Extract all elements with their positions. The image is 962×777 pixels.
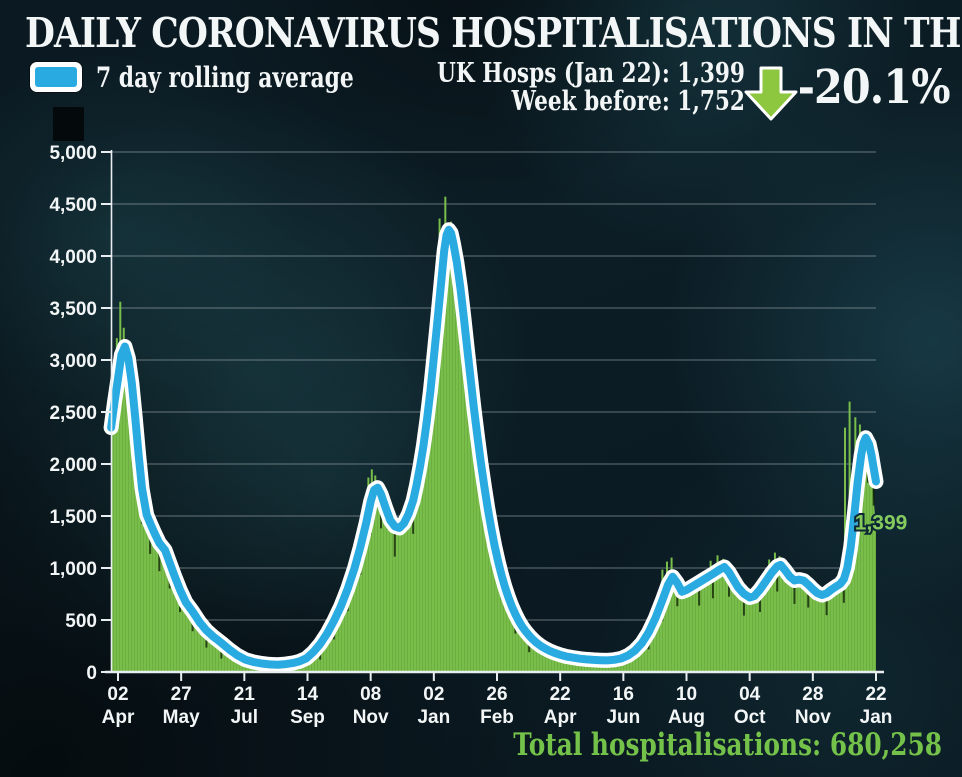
svg-text:26: 26 [486,684,507,705]
svg-text:Aug: Aug [668,707,705,728]
page-title: DAILY CORONAVIRUS HOSPITALISATIONS IN TH… [25,9,962,57]
svg-text:1,500: 1,500 [49,507,97,528]
svg-text:Apr: Apr [544,707,577,728]
svg-text:1,399: 1,399 [855,511,908,534]
svg-text:Jan: Jan [860,707,893,728]
svg-text:3,000: 3,000 [49,351,97,372]
latest-value-annotation: 1,399 [853,509,910,536]
svg-text:Jul: Jul [231,707,258,728]
svg-text:21: 21 [234,684,256,705]
svg-text:Jan: Jan [417,707,450,728]
stat-latest-value: UK Hosps (Jan 22): 1,399 [437,58,745,89]
svg-text:02: 02 [423,684,444,705]
svg-text:2,500: 2,500 [49,403,97,424]
svg-text:16: 16 [613,684,634,705]
svg-text:2,000: 2,000 [49,455,97,476]
svg-text:Nov: Nov [353,707,389,728]
rolling-average-line [103,222,884,673]
daily-admissions-area [111,229,877,672]
svg-text:28: 28 [802,684,823,705]
svg-text:08: 08 [360,684,381,705]
y-axis-labels: 0 500 1,000 1,500 2,000 2,500 3,000 3,500 4,000 4… [49,143,97,684]
svg-text:4,000: 4,000 [49,247,97,268]
legend-swatch-fill [35,67,77,87]
svg-text:0: 0 [86,663,97,684]
background-dark-patch [53,107,84,141]
svg-text:22: 22 [865,684,886,705]
svg-text:5,000: 5,000 [49,143,97,164]
stat-week-before: Week before: 1,752 [511,86,745,117]
down-arrow-icon [742,66,800,122]
svg-text:500: 500 [65,611,97,632]
svg-text:3,500: 3,500 [49,299,97,320]
svg-text:27: 27 [171,684,192,705]
svg-text:22: 22 [550,684,571,705]
svg-text:10: 10 [676,684,697,705]
svg-text:Jun: Jun [606,707,640,728]
svg-text:May: May [163,707,200,728]
axes [101,150,884,681]
latest-stats: UK Hosps (Jan 22): 1,399 Week before: 1,… [437,60,745,116]
svg-text:Sep: Sep [290,707,325,728]
svg-text:14: 14 [297,684,319,705]
svg-text:4,500: 4,500 [49,195,97,216]
svg-text:04: 04 [739,684,761,705]
percent-change: -20.1% [798,60,951,115]
svg-text:1,000: 1,000 [49,559,97,580]
svg-text:Oct: Oct [734,707,766,728]
x-axis-labels: 02Apr27May21Jul14Sep08Nov02Jan26Feb22Apr… [102,684,893,728]
svg-text:Apr: Apr [102,707,135,728]
svg-text:02: 02 [107,684,128,705]
svg-text:Feb: Feb [480,707,514,728]
svg-text:Nov: Nov [795,707,831,728]
legend-swatch [30,62,82,92]
total-hospitalisations: Total hospitalisations: 680,258 [513,727,942,763]
legend-label: 7 day rolling average [96,61,354,94]
